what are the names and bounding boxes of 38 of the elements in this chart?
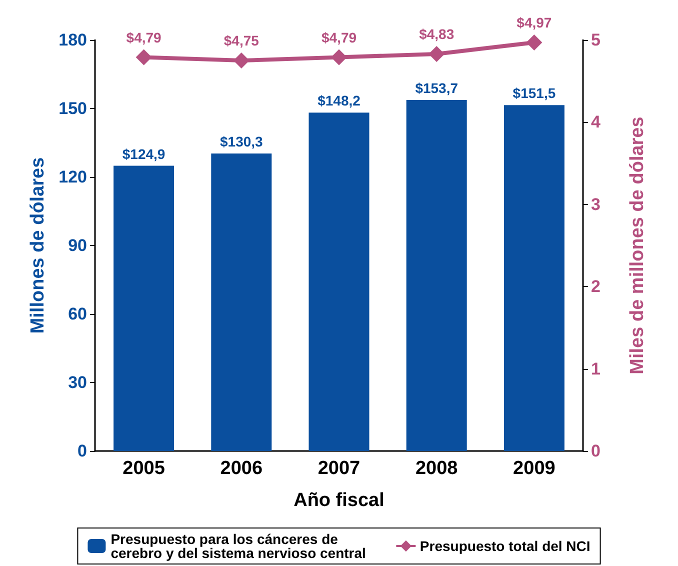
bar (504, 105, 564, 451)
x-tick-label: 2007 (318, 458, 360, 479)
y2-axis-title: Miles de millones de dólares (627, 116, 648, 374)
y-tick-label: 60 (68, 304, 87, 324)
data-label: $4,75 (224, 32, 260, 49)
data-label: $153,7 (415, 80, 458, 96)
data-label: $148,2 (318, 92, 361, 109)
data-label: $124,9 (122, 146, 166, 162)
x-axis-title: Año fiscal (294, 490, 384, 511)
bar (406, 100, 467, 451)
x-tick-label: 2009 (513, 458, 556, 479)
data-label: $4,97 (516, 14, 552, 30)
data-label: $4,79 (126, 29, 162, 46)
x-tick-label: 2006 (220, 458, 263, 479)
y-tick-label: 150 (58, 99, 87, 118)
bar (211, 153, 272, 451)
x-tick-label: 2005 (122, 458, 166, 479)
y-tick-label: 120 (58, 168, 87, 186)
y-tick-label: 90 (68, 236, 87, 255)
y-tick-label: 0 (78, 442, 87, 460)
data-label: $151,5 (512, 85, 556, 102)
bar (308, 112, 370, 451)
y-tick-label: 30 (68, 373, 87, 392)
data-label: $4,79 (321, 29, 357, 46)
legend-label: Presupuesto total del NCI (420, 538, 590, 554)
y-axis-title: Millones de dólares (28, 157, 49, 334)
y2-tick-label: 1 (591, 359, 600, 378)
y-tick-label: 180 (58, 30, 87, 50)
y2-tick-label: 2 (591, 277, 600, 296)
y2-tick-label: 3 (591, 194, 600, 214)
y2-tick-label: 4 (591, 112, 601, 132)
legend-label: Presupuesto para los cánceres de cerebro y del sistema nervioso central (110, 531, 366, 561)
y2-tick-label: 0 (591, 442, 600, 460)
y2-tick-label: 5 (591, 30, 600, 50)
data-label: $130,3 (220, 133, 264, 150)
data-label: $4,83 (419, 26, 454, 42)
x-tick-label: 2008 (415, 458, 458, 479)
bar (114, 166, 174, 451)
